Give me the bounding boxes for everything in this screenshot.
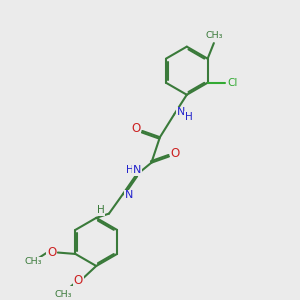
Text: H: H [126,165,134,175]
Text: N: N [124,190,133,200]
Text: O: O [47,246,56,259]
Text: O: O [74,274,83,287]
Text: Cl: Cl [227,78,238,88]
Text: O: O [171,147,180,160]
Text: N: N [177,107,185,117]
Text: O: O [131,122,141,135]
Text: CH₃: CH₃ [205,31,223,40]
Text: H: H [185,112,193,122]
Text: H: H [97,205,104,215]
Text: CH₃: CH₃ [54,290,72,299]
Text: CH₃: CH₃ [24,257,42,266]
Text: N: N [133,165,141,175]
